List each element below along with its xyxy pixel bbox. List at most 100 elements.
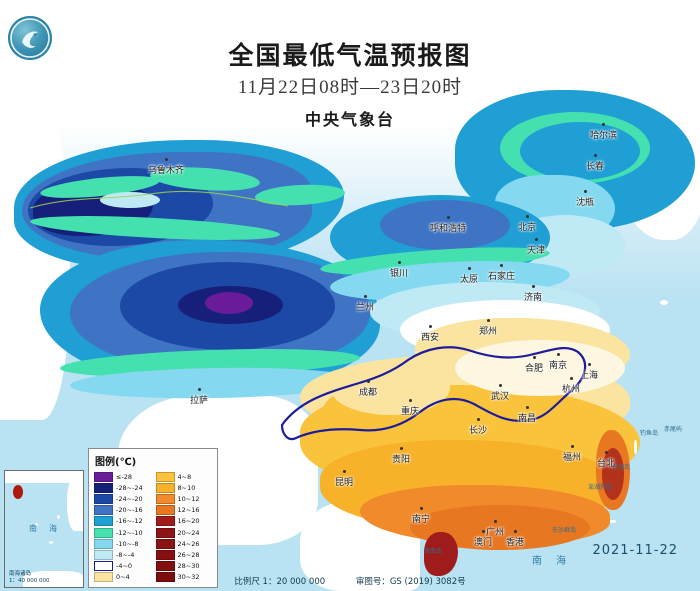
legend-swatch <box>155 516 175 527</box>
legend-row: 10~12 <box>155 493 213 504</box>
legend-swatch <box>94 505 113 516</box>
legend-row: 28~30 <box>155 561 213 572</box>
city-label: 昆明 <box>335 470 353 488</box>
legend-swatch <box>155 493 175 504</box>
city-label: 拉萨 <box>190 388 208 406</box>
temp-band-taiwan-16to20 <box>602 448 624 500</box>
legend-row: -8~-4 <box>94 549 151 560</box>
city-label: 广州 <box>486 520 504 538</box>
legend-swatch <box>94 471 113 482</box>
inset-coastline-right <box>67 479 83 531</box>
legend-row: -12~-10 <box>94 527 151 538</box>
legend-label: 8~10 <box>177 483 196 492</box>
legend-label: 24~26 <box>177 539 200 548</box>
city-label: 上海 <box>580 363 598 381</box>
island-label: 澎湖列岛 <box>588 484 613 491</box>
inset-scale-title: 南海诸岛 <box>9 571 32 578</box>
page-title: 全国最低气温预报图 <box>228 41 472 70</box>
city-label: 南宁 <box>412 507 430 525</box>
legend-label: 10~12 <box>177 494 200 503</box>
island-shape <box>660 300 668 305</box>
city-label: 石家庄 <box>488 264 515 282</box>
legend-column-left: ≤-28 -28~-24 -24~-20 -20~-16 -16~-12 -12~-10 -… <box>94 471 151 583</box>
map-scale-text: 比例尺 1：20 000 000 <box>234 577 326 587</box>
legend-column-right: 4~8 8~10 10~12 12~16 16~20 20~24 24~26 26~28 28~… <box>155 471 213 583</box>
legend-swatch <box>94 549 113 560</box>
island-label: 东沙群岛 <box>552 527 577 534</box>
city-label: 南昌 <box>518 406 536 424</box>
inset-island-dot <box>57 515 60 519</box>
city-label: 天津 <box>527 238 545 256</box>
legend-swatch <box>155 482 175 493</box>
legend-swatch <box>94 572 113 583</box>
city-label: 兰州 <box>356 295 374 313</box>
island-label: 钓鱼岛 <box>640 430 659 437</box>
legend-label: -20~-16 <box>116 506 143 515</box>
legend-label: -4~0 <box>116 562 133 571</box>
legend-swatch <box>94 516 113 527</box>
city-label: 重庆 <box>401 399 419 417</box>
city-label: 乌鲁木齐 <box>148 158 184 176</box>
legend-row: -24~-20 <box>94 493 151 504</box>
legend-label: -10~-8 <box>116 539 139 548</box>
inset-coastline-bottom <box>23 571 83 587</box>
inset-island-dot <box>49 541 53 544</box>
south-china-sea-inset-map: 南 海 南海诸岛 1：40 000 000 <box>4 470 84 588</box>
legend-label: ≤-28 <box>116 472 133 481</box>
sea-label-south-china-sea: 南 海 <box>532 556 568 567</box>
legend-row: -16~-12 <box>94 516 151 527</box>
legend-label: -8~-4 <box>116 550 135 559</box>
city-label: 贵阳 <box>392 447 410 465</box>
legend-label: -12~-10 <box>116 528 143 537</box>
legend-row: 26~28 <box>155 549 213 560</box>
legend-swatch <box>155 549 175 560</box>
legend-label: 12~16 <box>177 506 200 515</box>
temp-band-tibet-min <box>205 292 253 314</box>
review-number-text: 审图号：GS (2019) 3082号 <box>355 577 466 587</box>
temp-band--8to-4-pocket <box>100 192 160 208</box>
city-label: 杭州 <box>562 377 580 395</box>
legend-swatch <box>94 561 113 572</box>
legend-label: 20~24 <box>177 528 200 537</box>
city-label: 成都 <box>359 380 377 398</box>
city-label: 呼和浩特 <box>430 216 466 234</box>
city-label: 银川 <box>390 261 408 279</box>
island-label: 赤尾屿 <box>664 426 683 433</box>
inset-scale-text: 南海诸岛 1：40 000 000 <box>9 571 50 585</box>
island-shape <box>610 520 616 523</box>
city-label: 沈瓶 <box>576 190 594 208</box>
city-label: 西安 <box>421 325 439 343</box>
legend-label: 26~28 <box>177 550 200 559</box>
city-label: 太原 <box>460 267 478 285</box>
city-label: 澳门 <box>474 530 492 548</box>
footer-bar: 比例尺 1：20 000 000 审图号：GS (2019) 3082号 <box>0 575 700 587</box>
city-label: 合肥 <box>525 356 543 374</box>
city-label: 北京 <box>518 215 536 233</box>
legend-swatch <box>155 572 175 583</box>
inset-coastline-top <box>5 471 83 483</box>
legend-swatch <box>94 482 113 493</box>
legend-swatch <box>94 493 113 504</box>
legend-swatch <box>155 538 175 549</box>
island-label: 台湾岛 <box>612 464 631 471</box>
date-stamp: 2021-11-22 <box>592 543 678 558</box>
legend-label: -16~-12 <box>116 517 143 526</box>
legend-swatch <box>155 505 175 516</box>
legend-label: -24~-20 <box>116 494 143 503</box>
legend-row: 0~4 <box>94 572 151 583</box>
city-label: 长沙 <box>469 418 487 436</box>
city-label: 济南 <box>524 285 542 303</box>
temp-band-sichuan--4to0 <box>330 360 450 415</box>
legend-swatch <box>155 561 175 572</box>
legend-label: 0~4 <box>116 573 130 582</box>
legend-swatch <box>155 527 175 538</box>
inset-island-dot <box>35 523 38 526</box>
city-label: 南京 <box>549 353 567 371</box>
city-label: 郑州 <box>479 319 497 337</box>
inset-sea-label: 南 海 <box>29 524 59 533</box>
legend-swatch <box>94 527 113 538</box>
cma-logo <box>8 16 52 60</box>
legend-row: 12~16 <box>155 505 213 516</box>
legend-row: -28~-24 <box>94 482 151 493</box>
